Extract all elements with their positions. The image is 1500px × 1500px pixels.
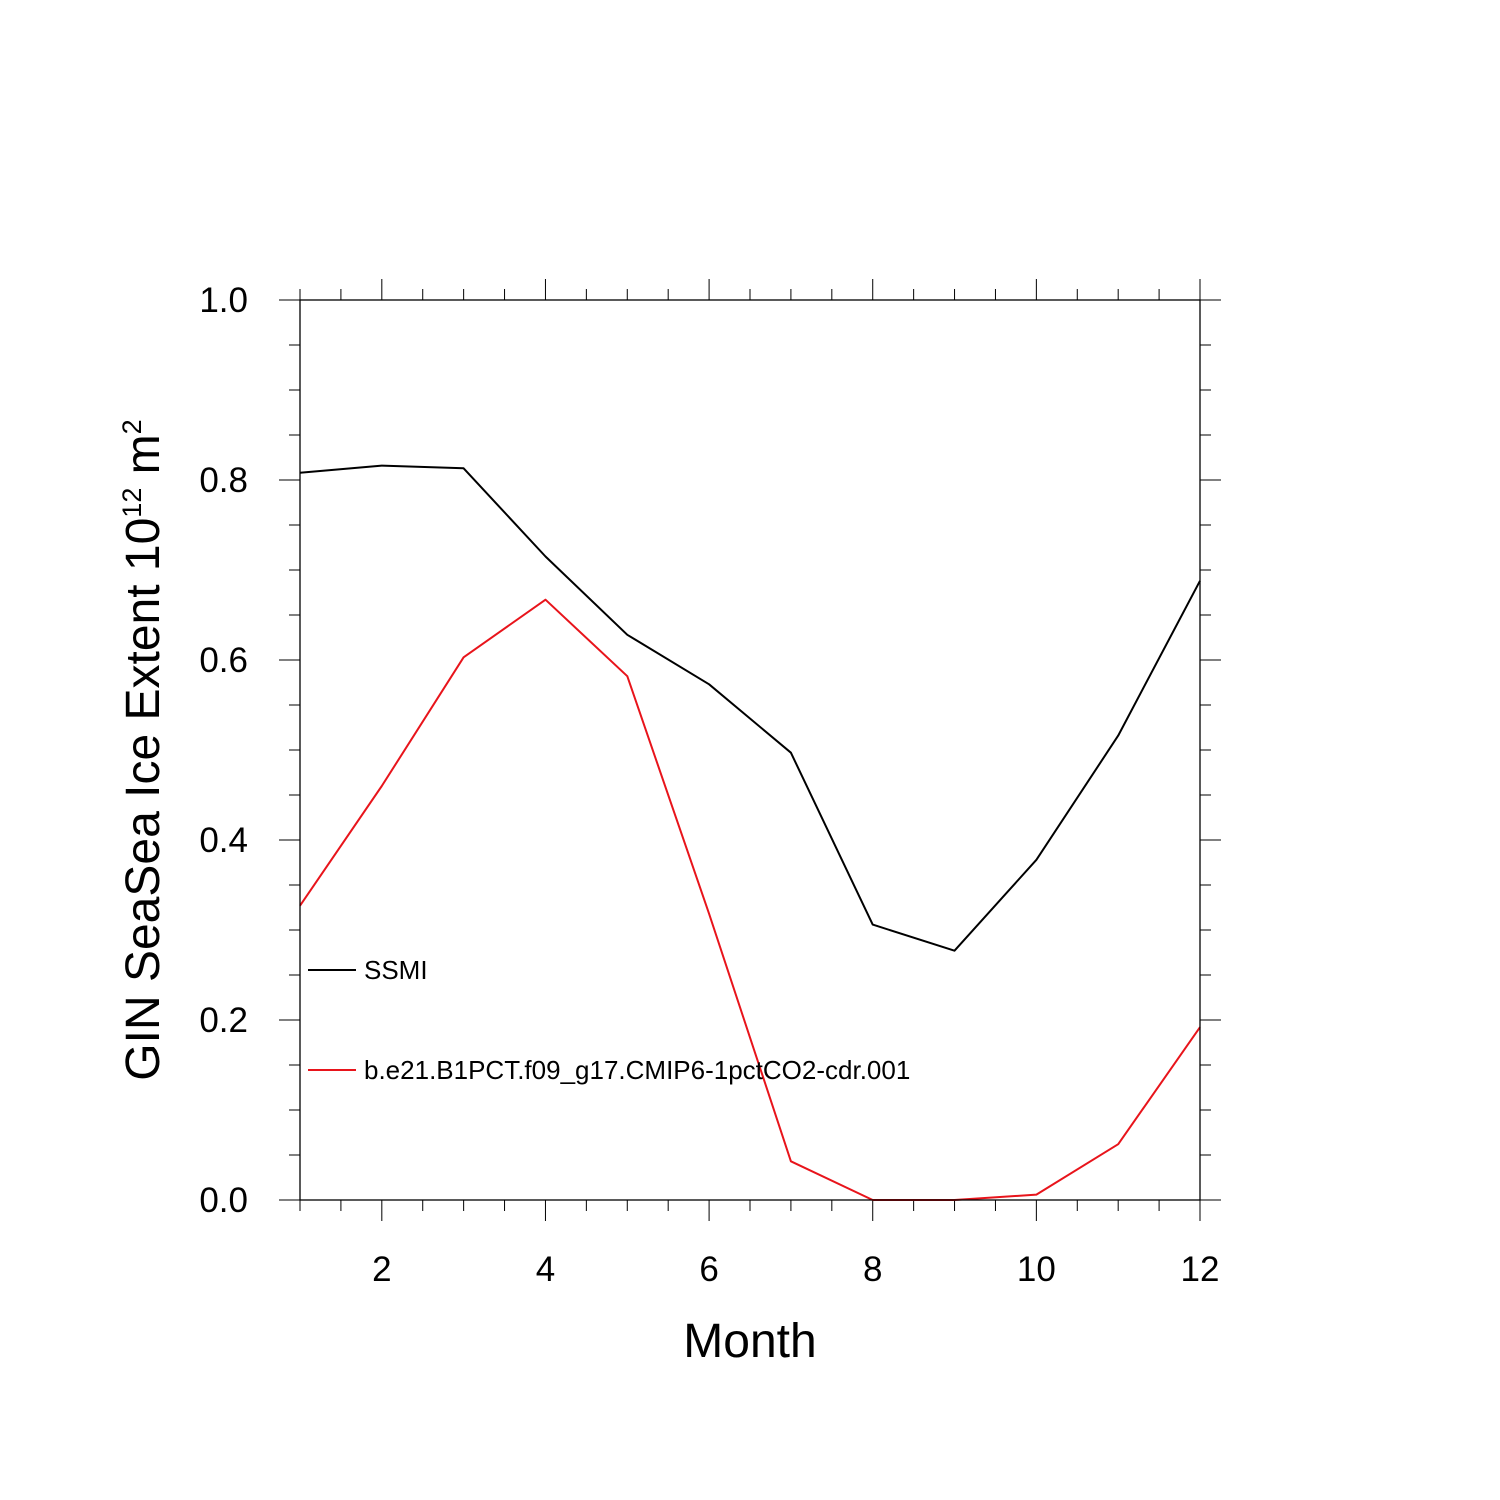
legend: SSMI b.e21.B1PCT.f09_g17.CMIP6-1pctCO2-cd…: [308, 955, 910, 1085]
x-tick-label: 6: [699, 1250, 718, 1289]
series-layer: [299, 464, 1201, 1201]
series-line-ssmi: [299, 464, 1201, 952]
y-axis-title: GIN SeaSea Ice Extent 1012 m2: [117, 419, 170, 1080]
legend-label: SSMI: [364, 955, 428, 985]
y-axis-title-exponent: 12: [117, 488, 147, 518]
x-axis-title: Month: [683, 1315, 816, 1368]
legend-label: b.e21.B1PCT.f09_g17.CMIP6-1pctCO2-cdr.00…: [364, 1055, 910, 1085]
ticks: [279, 279, 1221, 1221]
y-tick-label: 0.4: [199, 821, 248, 860]
y-tick-label: 0.8: [199, 461, 248, 500]
y-axis-title-prefix: GIN SeaSea Ice Extent 10: [117, 518, 170, 1081]
x-tick-label: 2: [372, 1250, 391, 1289]
x-tick-label: 10: [1017, 1250, 1056, 1289]
y-tick-label: 0.0: [199, 1181, 248, 1220]
y-axis-title-unit: m: [117, 434, 170, 487]
x-tick-label: 12: [1181, 1250, 1220, 1289]
plot-frame: [299, 299, 1201, 1201]
tick-labels: 2 4 6 8 10 12 0.0 0.2 0.4 0.6 0.8 1.0: [199, 281, 1219, 1289]
y-tick-label: 1.0: [199, 281, 248, 320]
y-axis-title-unit-exponent: 2: [117, 419, 147, 434]
y-tick-label: 0.2: [199, 1001, 248, 1040]
x-tick-label: 4: [536, 1250, 555, 1289]
series-line-model: [299, 598, 1201, 1201]
x-tick-label: 8: [863, 1250, 882, 1289]
y-tick-label: 0.6: [199, 641, 248, 680]
